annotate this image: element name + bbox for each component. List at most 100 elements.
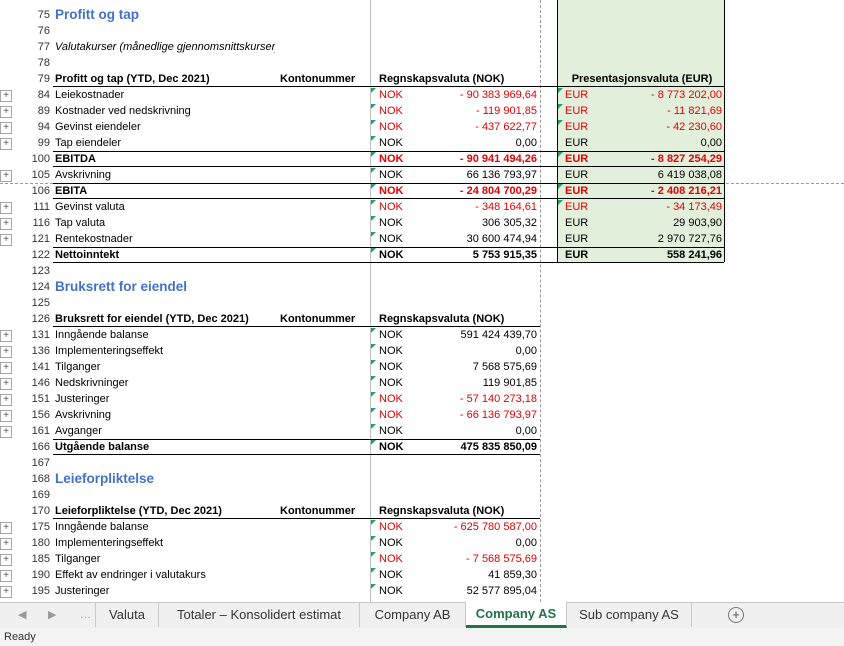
sheet-row[interactable]: 78 <box>0 55 844 71</box>
nok-amount: 306 305,32 <box>481 217 537 229</box>
row-label: Leieforpliktelse (YTD, Dec 2021) <box>55 505 222 517</box>
formula-indicator-icon <box>371 216 376 221</box>
row-label: Effekt av endringer i valutakurs <box>55 569 206 581</box>
sheet-tab[interactable]: Company AB <box>360 603 466 627</box>
total-bottom-border <box>53 454 540 455</box>
sheet-row[interactable]: +89 Kostnader ved nedskrivning NOK - 119 90… <box>0 103 844 119</box>
sheet-row[interactable]: +156 Avskrivning NOK - 66 136 793,97 <box>0 407 844 423</box>
total-top-border <box>53 247 724 248</box>
sheet-row[interactable]: +161 Avganger NOK 0,00 <box>0 423 844 439</box>
sheet-row[interactable]: 126 Bruksrett for eiendel (YTD, Dec 2021)… <box>0 311 844 327</box>
sheet-row[interactable]: +131 Inngående balanse NOK 591 424 439,70 <box>0 327 844 343</box>
nok-currency: NOK <box>379 425 403 437</box>
expand-group-icon[interactable]: + <box>0 106 12 118</box>
nok-amount: - 7 568 575,69 <box>466 553 537 565</box>
sheet-row[interactable]: 170 Leieforpliktelse (YTD, Dec 2021) Konto… <box>0 503 844 519</box>
nok-amount: - 66 136 793,97 <box>459 409 537 421</box>
sheet-row[interactable]: +190 Effekt av endringer i valutakurs NOK 4… <box>0 567 844 583</box>
sheet-tab[interactable]: Company AS <box>466 602 567 628</box>
row-label: Avskrivning <box>55 169 112 181</box>
sheet-row[interactable]: +136 Implementeringseffekt NOK 0,00 <box>0 343 844 359</box>
row-label: Valutakurser (månedlige gjennomsnittskur… <box>55 41 275 53</box>
sheet-row[interactable]: +175 Inngående balanse NOK - 625 780 587,00 <box>0 519 844 535</box>
nok-currency: NOK <box>379 233 403 245</box>
sheet-row[interactable]: +195 Justeringer NOK 52 577 895,04 <box>0 583 844 599</box>
sheet-row[interactable]: 106 EBITA NOK - 24 804 700,29 EUR - 2 408 216… <box>0 183 844 199</box>
sheet-row[interactable]: 79 Profitt og tap (YTD, Dec 2021) Kontonum… <box>0 71 844 87</box>
sheet-tab[interactable]: Totaler – Konsolidert estimat <box>159 603 360 627</box>
sheet-row[interactable]: 123 <box>0 263 844 279</box>
sheet-row[interactable]: 169 <box>0 487 844 503</box>
formula-indicator-icon <box>371 168 376 173</box>
expand-group-icon[interactable]: + <box>0 330 12 342</box>
sheet-tab[interactable]: Sub company AS <box>567 603 692 627</box>
formula-indicator-icon <box>558 200 563 205</box>
sheet-row[interactable]: +94 Gevinst eiendeler NOK - 437 622,77 EUR - … <box>0 119 844 135</box>
sheet-row[interactable]: +111 Gevinst valuta NOK - 348 164,61 EUR - 34… <box>0 199 844 215</box>
sheet-row[interactable]: 76 <box>0 23 844 39</box>
expand-group-icon[interactable]: + <box>0 218 12 230</box>
sheet-row[interactable]: +180 Implementeringseffekt NOK 0,00 <box>0 535 844 551</box>
spreadsheet-grid[interactable]: 75 Profitt og tap 76 77 Valutakurser (månedl… <box>0 0 844 602</box>
expand-group-icon[interactable]: + <box>0 346 12 358</box>
total-bottom-border <box>53 198 724 199</box>
expand-group-icon[interactable]: + <box>0 410 12 422</box>
tab-prev-icon[interactable]: ◀ <box>18 609 27 621</box>
row-label: Nedskrivninger <box>55 377 129 389</box>
nok-currency: NOK <box>379 553 403 565</box>
tab-more-icon[interactable]: … <box>80 609 91 621</box>
expand-group-icon[interactable]: + <box>0 234 12 246</box>
row-number: 167 <box>31 457 50 469</box>
expand-group-icon[interactable]: + <box>0 586 12 598</box>
nok-currency: NOK <box>379 137 403 149</box>
row-number: 131 <box>31 329 50 341</box>
sheet-row[interactable]: 168 Leieforpliktelse <box>0 471 844 487</box>
sheet-row[interactable]: 77 Valutakurser (månedlige gjennomsnittsk… <box>0 39 844 55</box>
formula-indicator-icon <box>371 184 376 189</box>
sheet-row[interactable]: +185 Tilganger NOK - 7 568 575,69 <box>0 551 844 567</box>
sheet-row[interactable]: +116 Tap valuta NOK 306 305,32 EUR 29 903,90 <box>0 215 844 231</box>
nok-amount: 0,00 <box>515 425 537 437</box>
sheet-row[interactable]: 75 Profitt og tap <box>0 7 844 23</box>
row-label: Profitt og tap (YTD, Dec 2021) <box>55 73 210 85</box>
header-underline <box>53 326 540 327</box>
sheet-row[interactable]: +151 Justeringer NOK - 57 140 273,18 <box>0 391 844 407</box>
sheet-row[interactable]: 167 <box>0 455 844 471</box>
sheet-row[interactable]: +141 Tilganger NOK 7 568 575,69 <box>0 359 844 375</box>
sheet-row[interactable]: 100 EBITDA NOK - 90 941 494,26 EUR - 8 827 25… <box>0 151 844 167</box>
expand-group-icon[interactable]: + <box>0 426 12 438</box>
expand-group-icon[interactable]: + <box>0 522 12 534</box>
expand-group-icon[interactable]: + <box>0 378 12 390</box>
expand-group-icon[interactable]: + <box>0 122 12 134</box>
expand-group-icon[interactable]: + <box>0 170 12 182</box>
sheet-row[interactable]: 166 Utgående balanse NOK 475 835 850,09 <box>0 439 844 455</box>
expand-group-icon[interactable]: + <box>0 90 12 102</box>
expand-group-icon[interactable]: + <box>0 202 12 214</box>
tab-next-icon[interactable]: ▶ <box>48 609 57 621</box>
eur-amount: 2 970 727,76 <box>657 233 722 245</box>
sheet-tab[interactable]: Valuta <box>95 603 159 627</box>
row-label: Implementeringseffekt <box>55 537 164 549</box>
expand-group-icon[interactable]: + <box>0 554 12 566</box>
formula-indicator-icon <box>371 88 376 93</box>
sheet-row[interactable]: 124 Bruksrett for eiendel <box>0 279 844 295</box>
nok-currency: NOK <box>379 201 403 213</box>
sheet-row[interactable]: +146 Nedskrivninger NOK 119 901,85 <box>0 375 844 391</box>
expand-group-icon[interactable]: + <box>0 394 12 406</box>
sheet-row[interactable]: 122 Nettoinntekt NOK 5 753 915,35 EUR 558 241… <box>0 247 844 263</box>
add-sheet-icon[interactable]: + <box>728 607 744 623</box>
nok-currency: NOK <box>379 361 403 373</box>
sheet-row[interactable]: +105 Avskrivning NOK 66 136 793,97 EUR 6 419 … <box>0 167 844 183</box>
column-divider <box>370 0 371 602</box>
sheet-row[interactable]: +84 Leiekostnader NOK - 90 383 969,64 EUR - 8… <box>0 87 844 103</box>
expand-group-icon[interactable]: + <box>0 362 12 374</box>
eur-amount: - 42 230,60 <box>666 121 722 133</box>
expand-group-icon[interactable]: + <box>0 538 12 550</box>
expand-group-icon[interactable]: + <box>0 570 12 582</box>
nok-amount: 0,00 <box>515 137 537 149</box>
expand-group-icon[interactable]: + <box>0 138 12 150</box>
sheet-row[interactable]: +99 Tap eiendeler NOK 0,00 EUR 0,00 <box>0 135 844 151</box>
sheet-row[interactable]: +121 Rentekostnader NOK 30 600 474,94 EUR 2 9… <box>0 231 844 247</box>
nok-currency: NOK <box>379 345 403 357</box>
sheet-row[interactable]: 125 <box>0 295 844 311</box>
